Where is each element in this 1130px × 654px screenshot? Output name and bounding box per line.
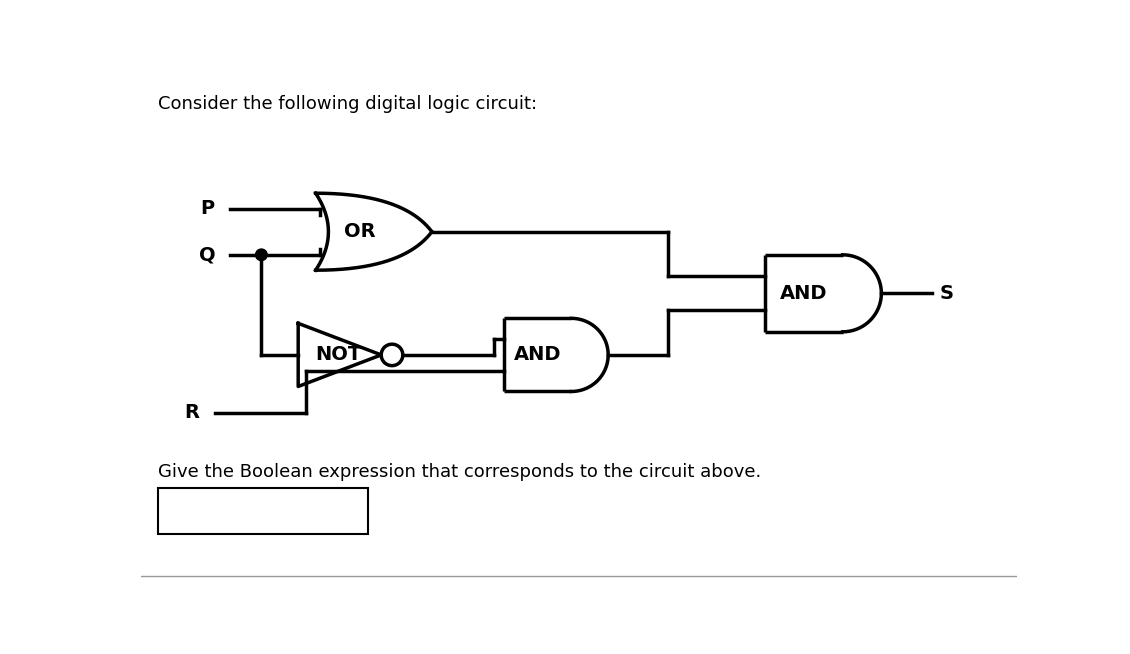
Text: NOT: NOT (315, 345, 362, 364)
Text: AND: AND (514, 345, 562, 364)
Text: Give the Boolean expression that corresponds to the circuit above.: Give the Boolean expression that corresp… (158, 463, 762, 481)
Text: OR: OR (344, 222, 375, 241)
Text: Consider the following digital logic circuit:: Consider the following digital logic cir… (158, 95, 538, 113)
Circle shape (255, 249, 267, 260)
Text: Q: Q (199, 245, 216, 264)
Text: S: S (939, 284, 954, 303)
Text: P: P (200, 199, 215, 218)
FancyBboxPatch shape (158, 488, 367, 534)
Text: R: R (184, 403, 199, 422)
Text: AND: AND (780, 284, 827, 303)
